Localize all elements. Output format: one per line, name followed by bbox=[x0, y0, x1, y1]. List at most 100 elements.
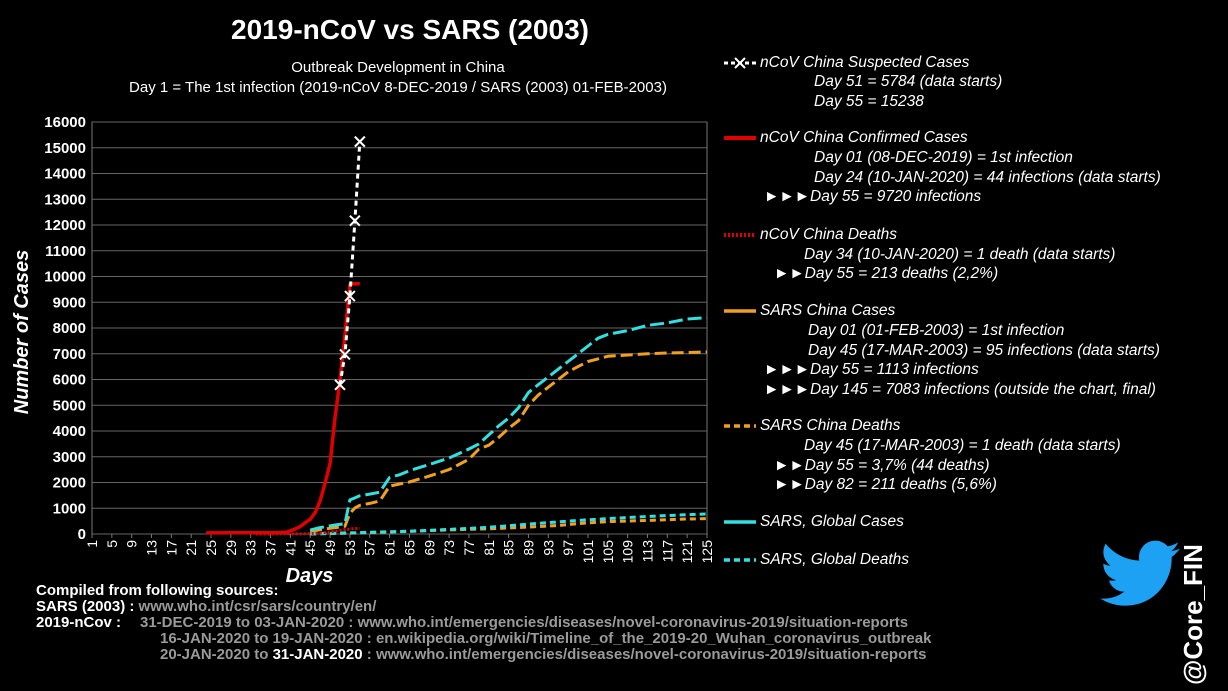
y-tick-label: 4000 bbox=[53, 423, 86, 440]
x-tick-label: 17 bbox=[163, 540, 179, 556]
sources-heading: Compiled from following sources: bbox=[36, 582, 279, 599]
legend-label-global-cases: SARS, Global Cases bbox=[760, 513, 904, 530]
sources-ncov-line2: 16-JAN-2020 to 19-JAN-2020 : en.wikipedi… bbox=[36, 631, 931, 647]
y-tick-label: 8000 bbox=[53, 320, 86, 337]
x-tick-label: 125 bbox=[699, 540, 715, 564]
y-tick-label: 16000 bbox=[44, 114, 86, 131]
x-tick-label: 113 bbox=[639, 540, 655, 563]
legend-swatch-suspected bbox=[724, 57, 756, 69]
x-tick-label: 101 bbox=[580, 540, 596, 564]
y-tick-label: 2000 bbox=[53, 475, 86, 492]
suspected-marker bbox=[339, 348, 351, 361]
sources-range: 31-DEC-2019 to 03-JAN-2020 : bbox=[140, 614, 354, 631]
x-tick-label: 57 bbox=[362, 540, 378, 556]
legend-label-deaths: nCoV China Deaths bbox=[760, 226, 897, 243]
x-tick-label: 29 bbox=[223, 540, 239, 556]
sources-url[interactable]: www.who.int/emergencies/diseases/novel-c… bbox=[357, 614, 909, 631]
x-tick-label: 121 bbox=[679, 540, 695, 564]
x-tick-label: 49 bbox=[322, 540, 338, 556]
y-tick-label: 14000 bbox=[44, 166, 86, 183]
sources-range-sep: : bbox=[366, 646, 372, 663]
legend-label-sars-deaths: SARS China Deaths bbox=[760, 417, 901, 434]
x-tick-label: 109 bbox=[620, 540, 636, 564]
x-tick-label: 13 bbox=[144, 540, 160, 556]
legend-note: Day 24 (10-JAN-2020) = 44 infections (da… bbox=[814, 169, 1161, 186]
x-tick-label: 85 bbox=[501, 540, 517, 556]
legend-note: ►►Day 82 = 211 deaths (5,6%) bbox=[774, 476, 997, 493]
legend-note: ►►Day 55 = 3,7% (44 deaths) bbox=[774, 457, 990, 474]
legend-note: Day 45 (17-MAR-2003) = 1 death (data sta… bbox=[804, 437, 1121, 454]
sources-ncov-line1: 2019-nCov :31-DEC-2019 to 03-JAN-2020 : … bbox=[36, 615, 931, 631]
y-tick-label: 9000 bbox=[53, 294, 86, 311]
x-tick-label: 21 bbox=[183, 540, 199, 556]
series-line-global-cases bbox=[309, 316, 708, 532]
x-tick-label: 25 bbox=[203, 540, 219, 556]
sources-url[interactable]: en.wikipedia.org/wiki/Timeline_of_the_20… bbox=[375, 630, 932, 647]
legend-note: Day 45 (17-MAR-2003) = 95 infections (da… bbox=[808, 342, 1160, 359]
sources-range-end: 31-JAN-2020 bbox=[272, 646, 363, 663]
y-tick-label: 7000 bbox=[53, 346, 86, 363]
x-tick-label: 41 bbox=[282, 540, 298, 556]
x-tick-label: 1 bbox=[84, 540, 100, 548]
legend-note: Day 51 = 5784 (data starts) bbox=[814, 73, 1003, 90]
x-tick-label: 117 bbox=[659, 540, 675, 563]
legend-note: Day 01 (08-DEC-2019) = 1st infection bbox=[814, 149, 1073, 166]
legend-swatch-sars-cases bbox=[724, 309, 756, 313]
y-tick-label: 1000 bbox=[53, 500, 86, 517]
x-tick-label: 45 bbox=[302, 540, 318, 556]
legend-note: Day 01 (01-FEB-2003) = 1st infection bbox=[808, 322, 1065, 339]
x-tick-label: 89 bbox=[520, 540, 536, 556]
legend-label-sars-cases: SARS China Cases bbox=[760, 302, 896, 319]
x-tick-label: 69 bbox=[421, 540, 437, 556]
x-tick-label: 93 bbox=[540, 540, 556, 556]
x-tick-label: 81 bbox=[481, 540, 497, 556]
suspected-marker bbox=[349, 214, 361, 227]
x-tick-label: 9 bbox=[124, 540, 140, 548]
legend-label-suspected: nCoV China Suspected Cases bbox=[760, 54, 970, 71]
suspected-marker bbox=[344, 290, 356, 302]
legend-swatch-deaths bbox=[724, 233, 756, 237]
line-chart: 0 1000 2000 3000 4000 5000 6000 7000 8000 9000 100… bbox=[11, 114, 715, 585]
y-tick-label: 13000 bbox=[44, 191, 86, 208]
legend-swatch-global-cases bbox=[724, 520, 756, 524]
y-tick-label: 3000 bbox=[53, 449, 86, 466]
legend-note: ►►►Day 145 = 7083 infections (outside th… bbox=[764, 381, 1156, 398]
y-tick-label: 0 bbox=[78, 526, 86, 543]
x-tick-label: 33 bbox=[243, 540, 259, 556]
sources-sars-url[interactable]: www.who.int/csr/sars/country/en/ bbox=[138, 598, 377, 615]
legend-note: Day 34 (10-JAN-2020) = 1 death (data sta… bbox=[804, 246, 1116, 263]
x-tick-label: 73 bbox=[441, 540, 457, 556]
x-tick-label: 77 bbox=[461, 540, 477, 556]
y-tick-label: 5000 bbox=[53, 397, 86, 414]
twitter-handle: @Core_FIN bbox=[1178, 544, 1208, 685]
legend-label-global-deaths: SARS, Global Deaths bbox=[760, 551, 910, 568]
x-axis-label: Days bbox=[286, 565, 334, 585]
x-tick-label: 61 bbox=[382, 540, 398, 556]
y-tick-label: 12000 bbox=[44, 217, 86, 234]
legend-swatch-confirmed bbox=[724, 136, 756, 140]
sources-range: 16-JAN-2020 to 19-JAN-2020 : bbox=[160, 630, 372, 647]
sources-block: Compiled from following sources: SARS (2… bbox=[36, 583, 931, 663]
sources-range-start: 20-JAN-2020 to bbox=[160, 646, 269, 663]
twitter-bird-icon bbox=[1100, 540, 1180, 606]
y-tick-label: 10000 bbox=[44, 269, 86, 286]
chart-title: 2019-nCoV vs SARS (2003) bbox=[231, 14, 589, 45]
legend-swatch-global-deaths bbox=[724, 558, 756, 562]
sources-ncov-line3: 20-JAN-2020 to 31-JAN-2020 : www.who.int… bbox=[36, 647, 931, 663]
series-line-deaths bbox=[255, 527, 360, 536]
x-tick-label: 65 bbox=[401, 540, 417, 556]
legend-swatch-sars-deaths bbox=[724, 424, 756, 428]
y-tick-label: 15000 bbox=[44, 140, 86, 157]
chart-subtitle-day1: Day 1 = The 1st infection (2019-nCoV 8-D… bbox=[129, 79, 667, 96]
legend-note: Day 55 = 15238 bbox=[814, 93, 924, 110]
x-tick-label: 5 bbox=[104, 540, 120, 548]
sources-url[interactable]: www.who.int/emergencies/diseases/novel-c… bbox=[375, 646, 927, 663]
sources-sars-line: SARS (2003) : www.who.int/csr/sars/count… bbox=[36, 599, 931, 615]
y-axis-label: Number of Cases bbox=[11, 250, 33, 415]
x-tick-label: 105 bbox=[600, 540, 616, 564]
series-line-sars-cases bbox=[309, 350, 708, 534]
series-line-suspected bbox=[338, 141, 362, 386]
x-tick-label: 37 bbox=[263, 540, 279, 556]
suspected-marker bbox=[334, 379, 346, 391]
x-tick-label: 53 bbox=[342, 540, 358, 556]
